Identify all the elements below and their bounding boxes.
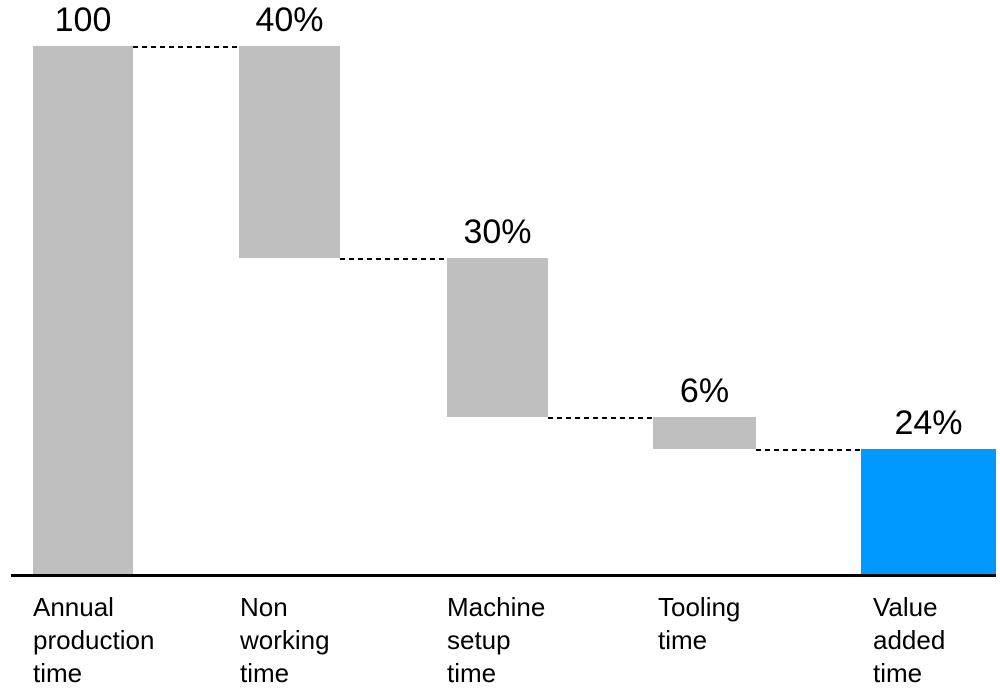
category-label-line: time [658,625,708,655]
category-label-line: setup [447,625,511,655]
bar-value-added-time [861,448,996,576]
category-label-non-working-time: Non working time [240,591,330,690]
category-label-line: time [873,658,923,688]
category-label-value-added-time: Value added time [873,591,945,690]
category-label-line: production [33,625,155,655]
category-label-machine-setup-time: Machine setup time [447,591,545,690]
category-label-annual-production-time: Annual production time [33,591,154,690]
category-label-line: Annual [33,592,114,622]
connector-line [133,46,239,48]
bar-non-working-time [239,46,340,258]
x-axis-line [11,574,996,577]
bar-machine-setup-time [447,258,548,417]
value-label-annual-production-time: 100 [54,1,112,39]
category-label-line: added [873,625,946,655]
category-label-line: Machine [447,592,546,622]
value-label-tooling-time: 6% [679,372,730,410]
connector-line [340,258,447,260]
category-label-line: time [447,658,497,688]
connector-line [756,448,861,451]
value-label-non-working-time: 40% [255,1,324,39]
connector-line [548,417,653,419]
category-label-line: Tooling [658,592,741,622]
value-label-machine-setup-time: 30% [463,213,532,251]
category-label-line: Non [240,592,288,622]
category-label-line: Value [873,592,938,622]
category-label-tooling-time: Tooling time [658,591,740,657]
bar-tooling-time [653,417,756,449]
category-label-line: working [240,625,330,655]
value-label-value-added-time: 24% [894,403,963,442]
bar-annual-production-time [33,46,133,576]
category-label-line: time [240,658,290,688]
category-label-line: time [33,658,83,688]
